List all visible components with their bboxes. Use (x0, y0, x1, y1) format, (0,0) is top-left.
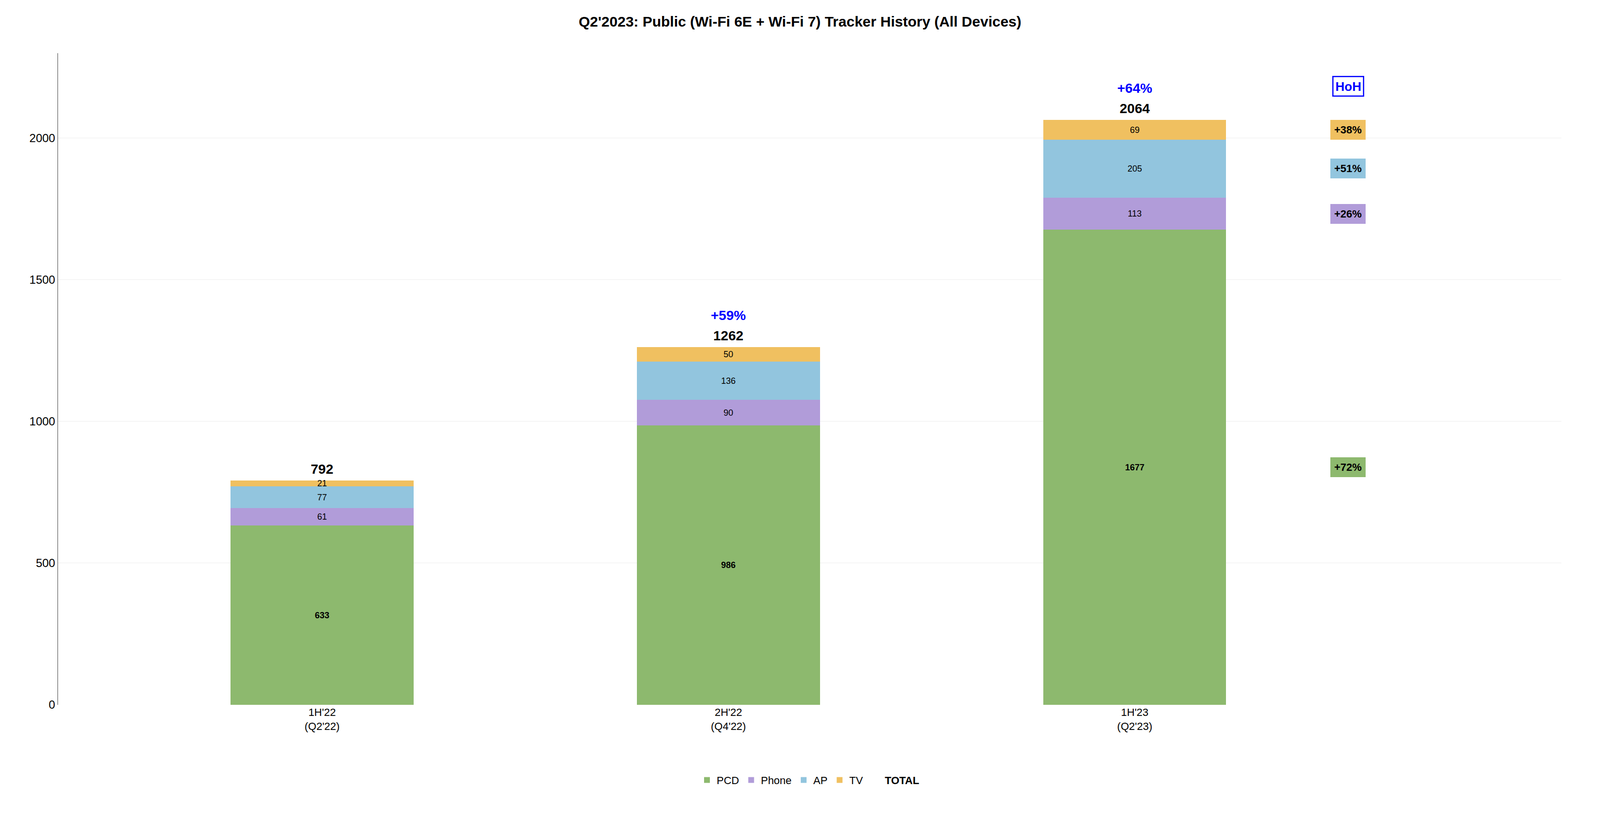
svg-text:Q2'2023: Public (Wi-Fi 6E + Wi: Q2'2023: Public (Wi-Fi 6E + Wi-Fi 7) Tra… (578, 13, 1022, 30)
svg-text:61: 61 (317, 511, 328, 522)
svg-text:2064: 2064 (1119, 100, 1151, 116)
svg-text:986: 986 (720, 560, 736, 570)
svg-text:1500: 1500 (29, 273, 56, 287)
svg-text:77: 77 (317, 492, 328, 503)
svg-text:+51%: +51% (1334, 162, 1362, 175)
svg-text:1H'22(Q2'22): 1H'22(Q2'22) (304, 706, 340, 733)
svg-text:1677: 1677 (1124, 462, 1145, 473)
svg-text:1262: 1262 (713, 328, 744, 344)
svg-text:205: 205 (1127, 163, 1142, 174)
svg-text:90: 90 (723, 407, 734, 418)
svg-text:21: 21 (317, 478, 328, 489)
svg-text:TV: TV (849, 774, 863, 787)
svg-text:1H'23(Q2'23): 1H'23(Q2'23) (1117, 706, 1153, 733)
svg-text:500: 500 (35, 556, 56, 570)
svg-text:+26%: +26% (1334, 207, 1362, 220)
svg-text:+38%: +38% (1334, 123, 1362, 136)
svg-text:1000: 1000 (29, 414, 56, 428)
svg-text:+72%: +72% (1334, 461, 1362, 474)
svg-text:TOTAL: TOTAL (884, 774, 920, 787)
svg-text:792: 792 (310, 461, 334, 477)
svg-text:633: 633 (315, 610, 330, 620)
svg-text:AP: AP (813, 774, 828, 787)
svg-text:2000: 2000 (29, 131, 56, 145)
svg-text:69: 69 (1129, 125, 1140, 135)
svg-text:+59%: +59% (710, 307, 746, 323)
svg-text:136: 136 (720, 375, 736, 386)
svg-text:113: 113 (1127, 208, 1142, 219)
svg-text:0: 0 (48, 697, 56, 711)
svg-text:HoH: HoH (1335, 79, 1362, 94)
svg-text:50: 50 (723, 349, 734, 360)
svg-text:Phone: Phone (760, 774, 792, 787)
svg-text:+64%: +64% (1117, 80, 1153, 96)
svg-text:2H'22(Q4'22): 2H'22(Q4'22) (710, 706, 747, 733)
svg-text:PCD: PCD (716, 774, 739, 787)
